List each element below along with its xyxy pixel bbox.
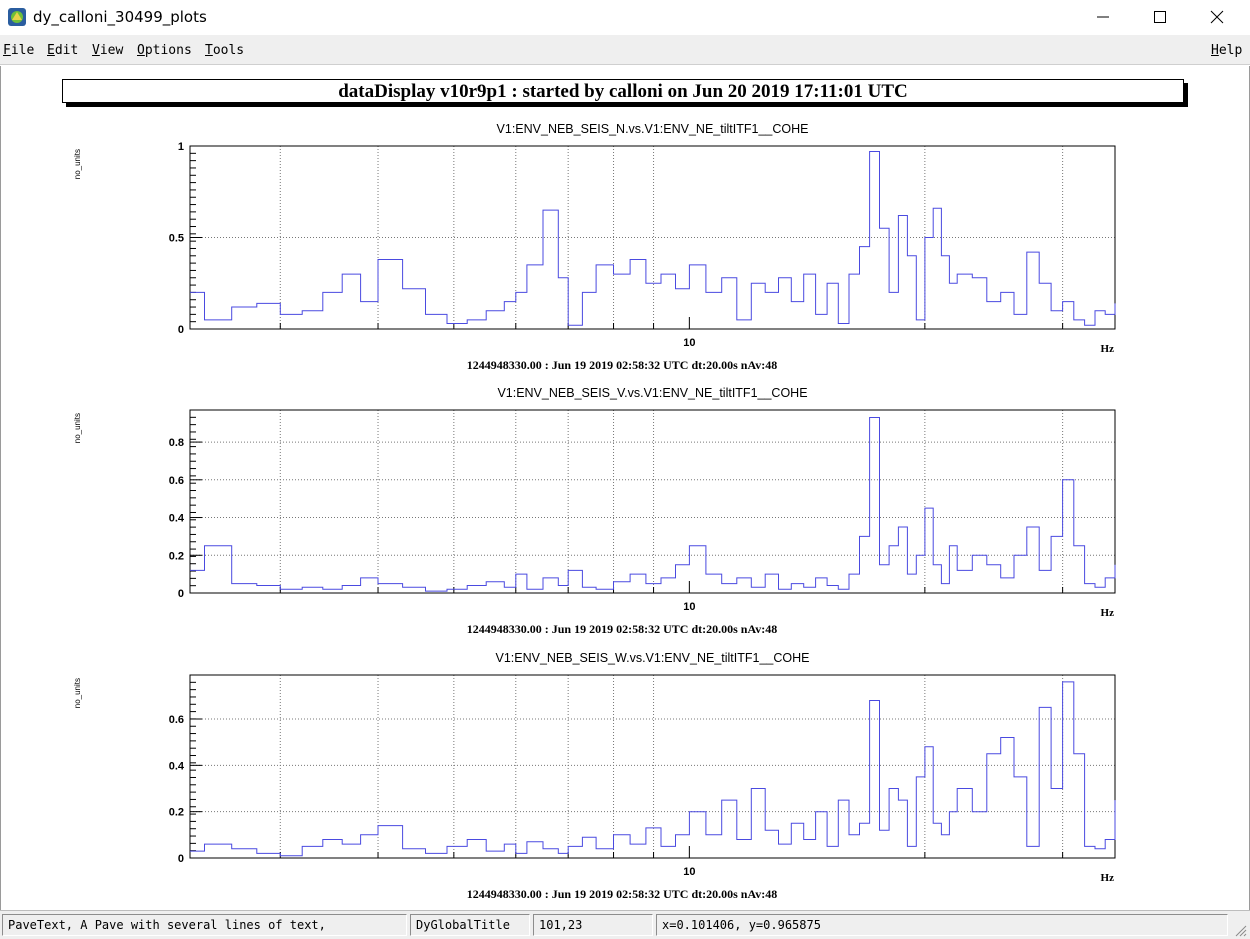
y-tick-label: 0 [178,324,184,336]
y-tick-label: 0.2 [169,550,184,562]
plot-title: V1:ENV_NEB_SEIS_W.vs.V1:ENV_NE_tiltITF1_… [495,651,809,665]
minimize-icon [1097,16,1109,18]
plot-title: V1:ENV_NEB_SEIS_V.vs.V1:ENV_NE_tiltITF1_… [497,386,807,400]
coherence-series-line [190,681,1116,857]
y-axis-label: no_units [73,413,82,443]
plots-area: V1:ENV_NEB_SEIS_N.vs.V1:ENV_NE_tiltITF1_… [73,122,1116,901]
minimize-button[interactable] [1074,0,1132,33]
y-tick-label: 1 [178,141,184,153]
status-object-name: DyGlobalTitle [410,914,530,936]
root-app-icon [8,8,26,26]
x-axis-unit: Hz [1101,343,1115,355]
x-tick-label: 10 [683,601,695,613]
y-tick-label: 0 [178,853,184,865]
y-tick-label: 0.6 [169,714,184,726]
plot-1: V1:ENV_NEB_SEIS_N.vs.V1:ENV_NE_tiltITF1_… [73,122,1116,372]
close-button[interactable] [1188,0,1246,33]
plot-footer: 1244948330.00 : Jun 19 2019 02:58:32 UTC… [467,887,777,901]
plot-frame [189,409,1116,594]
menu-file[interactable]: File [3,43,35,58]
y-tick-label: 0.5 [169,233,184,245]
plot-footer: 1244948330.00 : Jun 19 2019 02:58:32 UTC… [467,622,777,636]
y-axis-label: no_units [73,678,82,708]
global-title-text: dataDisplay v10r9p1 : started by calloni… [338,81,908,102]
y-tick-label: 0.8 [169,437,184,449]
status-bar: PaveText, A Pave with several lines of t… [0,910,1250,939]
y-tick-label: 0.4 [169,513,185,525]
y-axis-label: no_units [73,149,82,179]
y-tick-label: 0.4 [169,760,185,772]
resize-grip-icon[interactable] [1233,923,1247,937]
y-tick-label: 0 [178,588,184,600]
menu-tools[interactable]: Tools [205,43,245,58]
plot-frame [189,674,1116,859]
x-tick-label: 10 [683,337,695,349]
status-world-coords: x=0.101406, y=0.965875 [656,914,1228,936]
window-titlebar: dy_calloni_30499_plots [0,0,1250,35]
menu-options[interactable]: Options [137,43,192,58]
coherence-series-line [190,417,1116,592]
window-title: dy_calloni_30499_plots [33,8,207,26]
x-axis-unit: Hz [1101,872,1115,884]
root-canvas[interactable] [0,66,1250,910]
x-axis-unit: Hz [1101,607,1115,619]
global-title-pave[interactable]: dataDisplay v10r9p1 : started by calloni… [62,79,1184,103]
plot-3: V1:ENV_NEB_SEIS_W.vs.V1:ENV_NE_tiltITF1_… [73,651,1116,901]
menu-view[interactable]: View [92,43,124,58]
maximize-icon [1154,11,1166,23]
close-icon [1210,10,1224,24]
plot-title: V1:ENV_NEB_SEIS_N.vs.V1:ENV_NE_tiltITF1_… [497,122,809,136]
plot-2: V1:ENV_NEB_SEIS_V.vs.V1:ENV_NE_tiltITF1_… [73,386,1116,636]
plot-footer: 1244948330.00 : Jun 19 2019 02:58:32 UTC… [467,358,777,372]
x-tick-label: 10 [683,866,695,878]
menu-edit[interactable]: Edit [47,43,79,58]
coherence-series-line [190,151,1116,326]
y-tick-label: 0.2 [169,807,184,819]
menu-bar: File Edit View Options Tools Help [0,35,1250,65]
status-pixel-coords: 101,23 [533,914,653,936]
maximize-button[interactable] [1131,0,1189,33]
menu-help[interactable]: Help [1211,43,1243,58]
y-tick-label: 0.6 [169,475,184,487]
status-object-info: PaveText, A Pave with several lines of t… [2,914,407,936]
